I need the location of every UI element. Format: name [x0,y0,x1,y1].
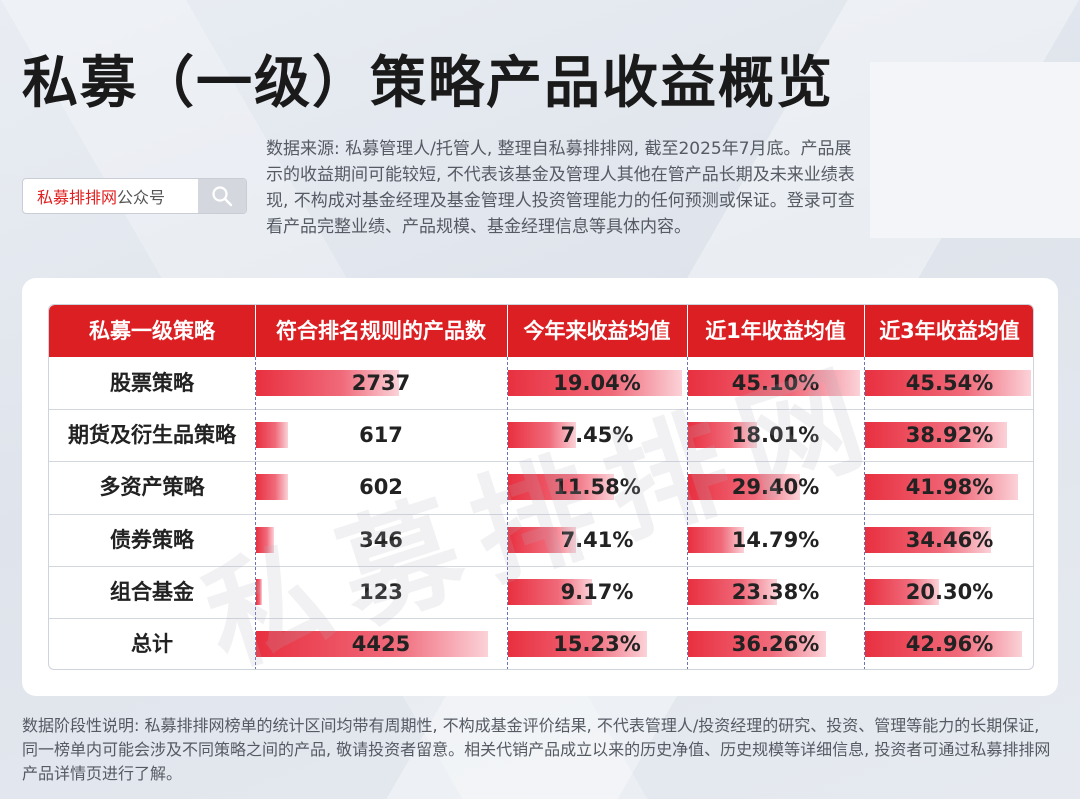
ytd-bar [508,474,614,501]
count-bar [256,422,289,449]
count-value: 617 [359,423,403,448]
y3-bar [865,526,991,553]
search-icon [212,186,233,207]
header-divider [255,305,256,357]
strategy-name: 总计 [131,632,173,656]
y3-bar [865,631,1022,657]
count-value: 4425 [351,632,411,656]
strategy-table: 私募一级策略 符合排名规则的产品数 今年来收益均值 近1年收益均值 近3年收益均… [48,304,1034,670]
count-bar [256,526,275,553]
search-label: 私募排排网公众号 [23,184,198,208]
search-button[interactable] [198,179,246,213]
y1-bar [688,631,827,657]
ytd-value: 11.58% [553,475,641,500]
column-divider [507,357,508,669]
ytd-bar [508,631,648,657]
y3-value: 42.96% [905,632,994,656]
header-3y: 近3年收益均值 [879,319,1020,343]
count-bar [256,578,263,605]
search-suffix: 公众号 [117,188,166,207]
ytd-bar [508,370,682,396]
y3-value: 20.30% [905,579,994,604]
count-value: 123 [359,579,403,604]
row-divider [49,461,1033,463]
ytd-value: 7.45% [560,423,634,448]
column-divider [255,357,256,669]
strategy-name: 债券策略 [110,527,194,552]
row-divider [49,513,1033,515]
y3-value: 41.98% [905,475,994,500]
ytd-bar [508,422,577,449]
y1-value: 36.26% [731,632,820,656]
background-panel [870,62,1080,238]
header-divider [687,305,688,357]
footnote: 数据阶段性说明: 私募排排网榜单的统计区间均带有周期性, 不构成基金评价结果, … [22,716,1051,783]
count-value: 346 [359,527,403,552]
y1-value: 23.38% [731,579,820,604]
strategy-name: 组合基金 [110,579,194,604]
y3-bar [865,370,1031,396]
table-header: 私募一级策略 符合排名规则的产品数 今年来收益均值 近1年收益均值 近3年收益均… [49,305,1033,357]
y3-value: 45.54% [905,371,994,395]
page-title: 私募（一级）策略产品收益概览 [22,51,834,116]
y1-bar [688,526,745,553]
y3-bar [865,422,1007,449]
search-brand: 私募排排网 [37,188,118,207]
ytd-value: 9.17% [560,579,634,604]
y1-value: 29.40% [731,475,820,500]
y1-bar [688,578,778,605]
strategy-name: 期货及衍生品策略 [68,423,236,448]
y3-bar [865,474,1019,501]
strategy-name: 股票策略 [110,371,194,395]
ytd-value: 15.23% [553,632,641,656]
y1-bar [688,422,757,449]
y1-bar [688,474,801,501]
y1-value: 14.79% [731,527,820,552]
count-value: 2737 [351,371,411,395]
header-divider [507,305,508,357]
source-note: 数据来源: 私募管理人/托管人, 整理自私募排排网, 截至2025年7月底。产品… [266,139,855,237]
header-strategy: 私募一级策略 [89,319,215,343]
count-bar [256,370,400,396]
header-count: 符合排名规则的产品数 [276,319,486,343]
y3-bar [865,578,939,605]
search-box[interactable]: 私募排排网公众号 [22,178,247,214]
row-divider [49,618,1033,619]
row-divider [49,409,1033,411]
ytd-value: 7.41% [560,527,634,552]
strategy-name: 多资产策略 [99,475,205,500]
header-divider [864,305,865,357]
column-divider [864,357,865,669]
y1-value: 45.10% [731,371,820,395]
count-bar [256,631,488,657]
ytd-bar [508,526,576,553]
count-value: 602 [359,475,403,500]
ytd-value: 19.04% [553,371,641,395]
column-divider [687,357,688,669]
y1-value: 18.01% [731,423,820,448]
y3-value: 34.46% [905,527,994,552]
y3-value: 38.92% [905,423,994,448]
header-ytd: 今年来收益均值 [523,319,671,343]
y1-bar [688,370,860,396]
header-1y: 近1年收益均值 [705,319,846,343]
ytd-bar [508,578,592,605]
row-divider [49,565,1033,567]
count-bar [256,474,288,501]
